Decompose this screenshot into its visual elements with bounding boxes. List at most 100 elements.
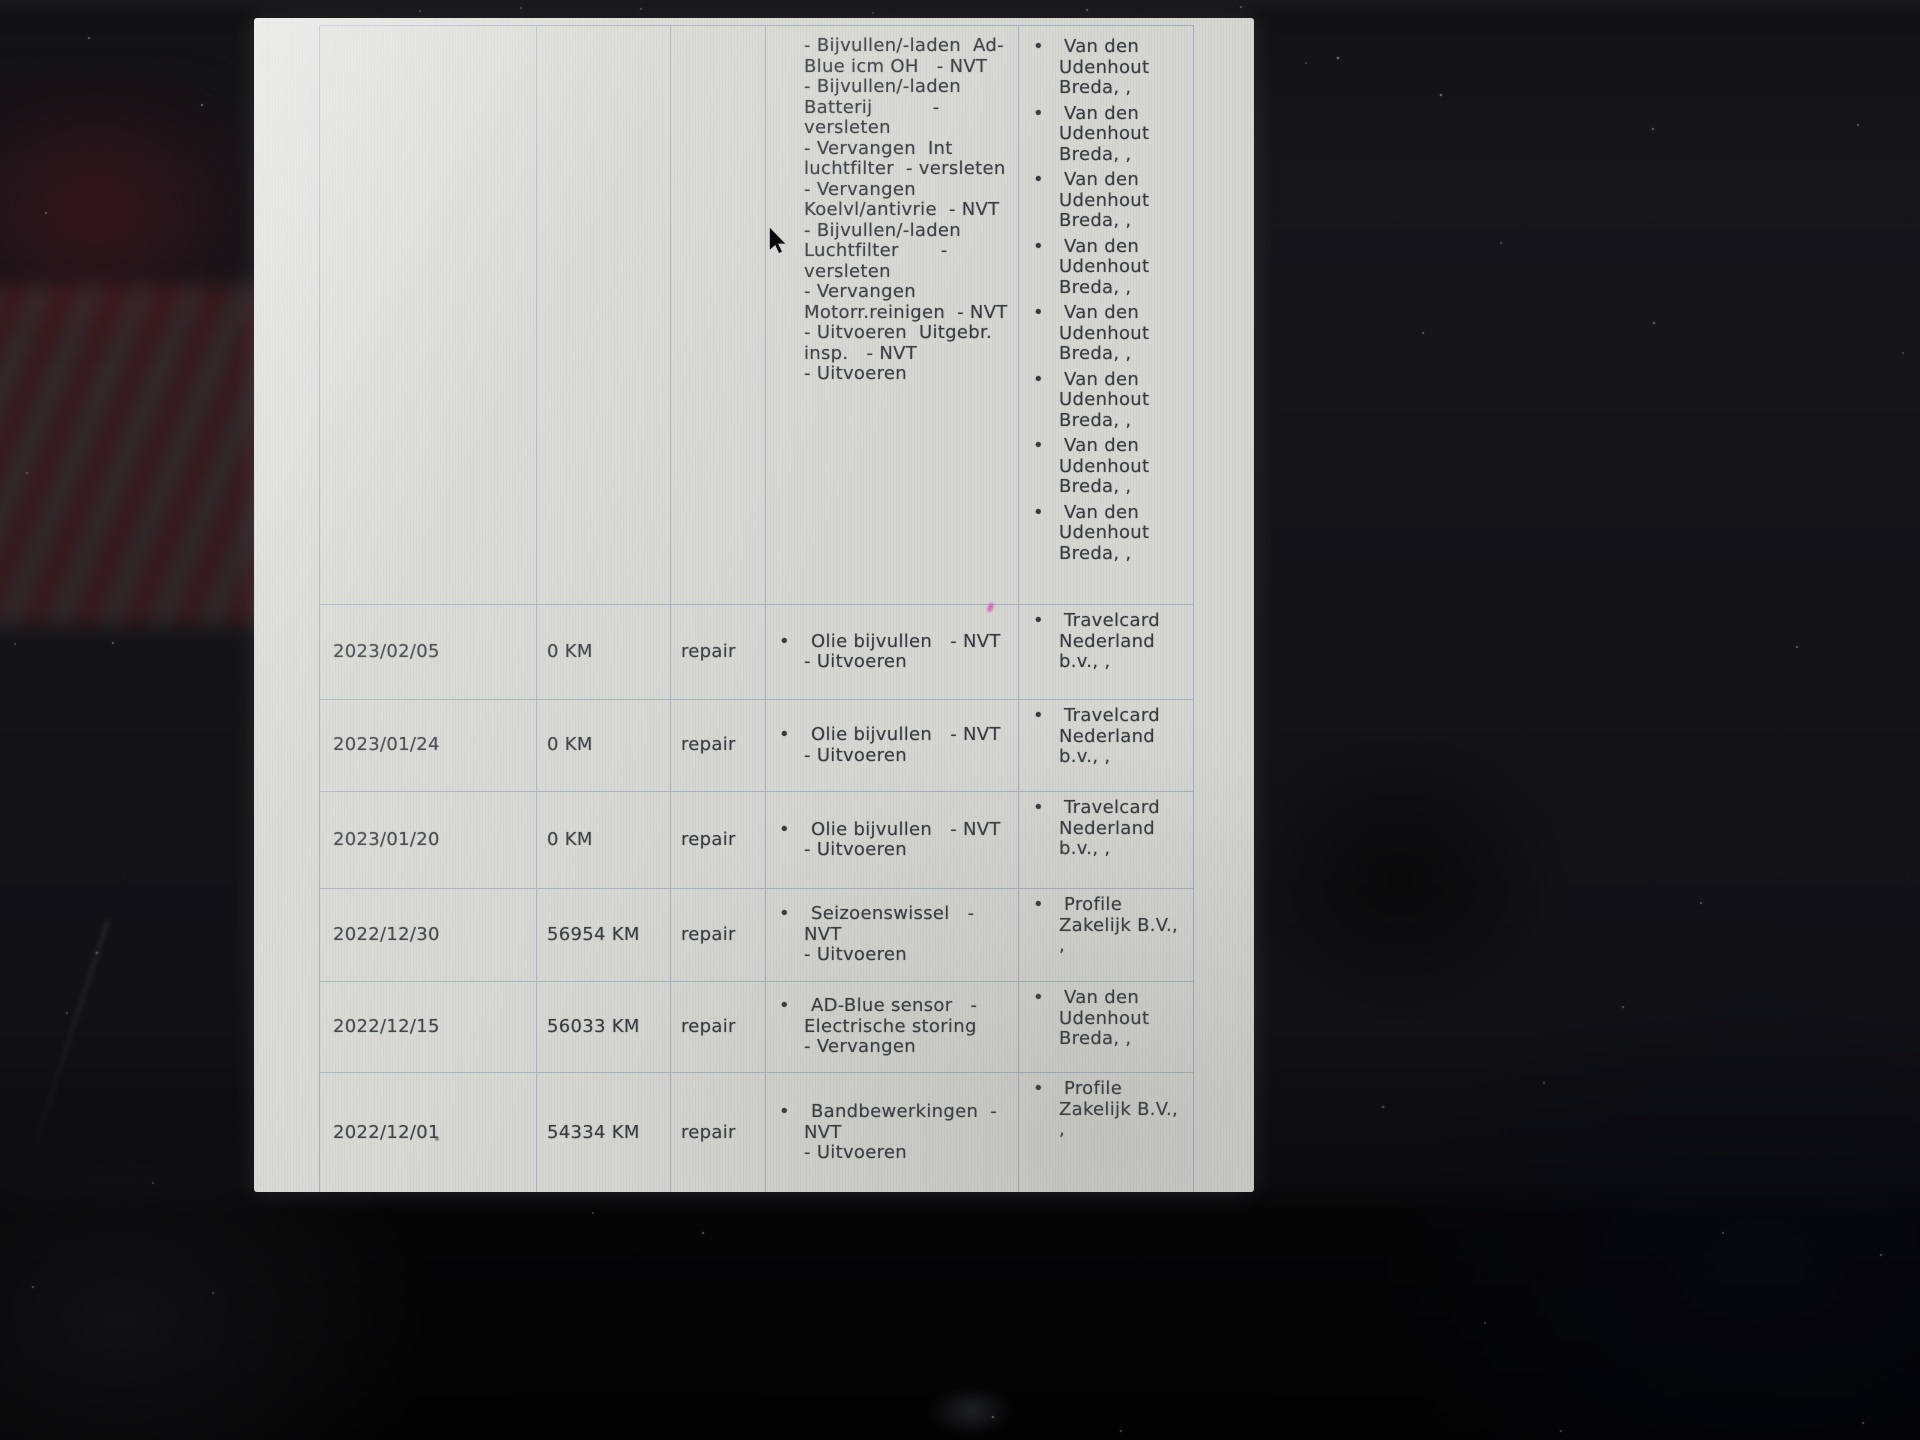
table-row: 2022/12/15 56033 KM repair • AD-Blue sensor … <box>320 982 1193 1073</box>
table-row: 2022/12/01 54334 KM repair • Bandbewerkingen… <box>320 1073 1193 1192</box>
date-cell: 2022/12/01 <box>320 1073 537 1192</box>
performed-by-cell: • Van den Udenhout Breda, , • Van den Udenhout… <box>1019 26 1193 604</box>
location-line: Udenhout <box>1059 189 1150 211</box>
description-line: - Bijvullen/-laden <box>804 76 1014 98</box>
description-line: NVT <box>804 924 1014 946</box>
mouse-cursor-icon <box>768 226 788 259</box>
description-text: Olie bijvullen - NVT <box>811 630 1001 652</box>
location-item: • Travelcard Nederland b.v., , <box>1033 705 1193 768</box>
date-cell: 2022/12/30 <box>320 889 537 981</box>
location-line: b.v., , <box>1059 746 1111 767</box>
location-line: Breda, , <box>1059 77 1132 98</box>
location-line: Breda, , <box>1059 210 1132 231</box>
description-line: Motorr.reinigen - NVT <box>804 301 1014 324</box>
description-line: Koelvl/antivrie - NVT <box>804 199 1014 221</box>
location-line: Nederland <box>1059 817 1156 839</box>
location-line: Zakelijk B.V., <box>1059 1098 1179 1120</box>
location-item: • Profile Zakelijk B.V.,, <box>1033 1078 1193 1141</box>
description-text: Blue icm OH - NVT <box>804 55 988 77</box>
performed-by-cell: • Profile Zakelijk B.V.,, <box>1019 1073 1193 1192</box>
description-line: - Vervangen <box>804 179 1014 201</box>
type-cell: repair <box>671 982 766 1072</box>
location-line: Breda, , <box>1059 1028 1132 1049</box>
description-cell: • Olie bijvullen - NVT - Uitvoeren <box>766 792 1019 888</box>
list-bullet-icon: • <box>779 995 790 1017</box>
mileage-cell: 54334 KM <box>537 1073 671 1192</box>
location-line: Breda, , <box>1059 276 1132 298</box>
description-line: - Vervangen Int <box>804 138 1014 160</box>
list-bullet-icon: • <box>779 724 790 745</box>
location-line: Van den <box>1064 987 1140 1008</box>
dust-specks <box>0 0 2 2</box>
date-cell: 2023/01/20 <box>320 792 537 888</box>
reflection-smudge <box>928 1386 1014 1436</box>
list-bullet-icon: • <box>1033 1078 1044 1099</box>
description-text: - Uitvoeren <box>804 363 907 384</box>
mileage-cell: 56954 KM <box>537 889 671 981</box>
description-line: • Seizoenswissel - <box>779 903 1014 925</box>
description-text: Olie bijvullen - NVT <box>811 724 1001 745</box>
description-text: Olie bijvullen - NVT <box>811 818 1001 840</box>
description-line: Luchtfilter - <box>804 240 1014 262</box>
date-cell: 2022/12/15 <box>320 982 537 1072</box>
mileage-cell: 0 KM <box>537 700 671 791</box>
description-line: - Uitvoeren <box>804 945 1014 966</box>
location-line: Van den <box>1064 169 1140 190</box>
table-row: 2022/12/30 56954 KM repair • Seizoenswissel … <box>320 889 1193 982</box>
list-bullet-icon: • <box>1033 435 1044 456</box>
location-line: Udenhout <box>1059 56 1150 78</box>
type-cell: repair <box>671 792 766 888</box>
location-item: • Van den Udenhout Breda, , <box>1033 36 1193 99</box>
date-cell <box>320 26 537 604</box>
description-cell: • AD-Blue sensor - Electrische storing - Ve… <box>766 982 1019 1072</box>
list-bullet-icon: • <box>1033 102 1044 124</box>
description-text: versleten <box>804 117 891 138</box>
report-page: - Bijvullen/-laden Ad- Blue icm OH - NVT -… <box>254 18 1254 1192</box>
description-text: versleten <box>804 260 891 282</box>
flag-reflection-stripes <box>0 285 284 625</box>
location-line: Breda, , <box>1059 143 1132 165</box>
description-line: - Uitvoeren <box>804 745 1014 767</box>
location-line: Profile <box>1064 894 1123 915</box>
description-text: - Bijvullen/-laden <box>804 219 962 241</box>
description-line: - Vervangen <box>804 1037 1014 1058</box>
mileage-cell: 0 KM <box>537 792 671 888</box>
location-line: Udenhout <box>1059 322 1150 344</box>
description-line: - Uitvoeren <box>804 363 1014 385</box>
location-item: • Van den Udenhout Breda, , <box>1033 169 1193 232</box>
description-line: • AD-Blue sensor - <box>779 995 1014 1017</box>
type-cell: repair <box>671 700 766 791</box>
location-line: Van den <box>1064 36 1140 57</box>
description-line: - Vervangen <box>804 281 1014 303</box>
location-item: • Van den Udenhout Breda, , <box>1033 236 1193 299</box>
mileage-cell: 56033 KM <box>537 982 671 1072</box>
description-cell: - Bijvullen/-laden Ad- Blue icm OH - NVT -… <box>766 26 1019 604</box>
location-line: Van den <box>1064 501 1140 523</box>
description-line: NVT <box>804 1122 1014 1144</box>
location-item: • Van den Udenhout Breda, , <box>1033 369 1193 432</box>
description-text: insp. - NVT <box>804 342 917 364</box>
location-line: Profile <box>1064 1078 1123 1099</box>
type-cell: repair <box>671 1073 766 1192</box>
description-text: - Uitvoeren <box>804 944 907 966</box>
type-cell <box>671 26 766 604</box>
description-text: Seizoenswissel - <box>811 903 975 925</box>
location-line: Travelcard <box>1064 797 1160 818</box>
location-line: Van den <box>1064 435 1140 456</box>
list-bullet-icon: • <box>1033 987 1044 1008</box>
location-line: Udenhout <box>1059 389 1150 410</box>
location-line: Nederland <box>1059 725 1156 747</box>
description-cell: • Olie bijvullen - NVT - Uitvoeren <box>766 700 1019 791</box>
description-text: AD-Blue sensor - <box>811 995 978 1017</box>
description-line: - Bijvullen/-laden <box>804 219 1014 242</box>
mileage-cell <box>537 26 671 604</box>
description-text: Bandbewerkingen - <box>811 1101 997 1123</box>
maintenance-history-table: - Bijvullen/-laden Ad- Blue icm OH - NVT -… <box>319 25 1194 1192</box>
location-line: Travelcard <box>1064 705 1160 726</box>
description-text: Motorr.reinigen - NVT <box>804 301 1008 323</box>
performed-by-cell: • Profile Zakelijk B.V.,, <box>1019 889 1193 981</box>
performed-by-cell: • Travelcard Nederland b.v., , <box>1019 792 1193 888</box>
description-text: - Bijvullen/-laden Ad- <box>804 35 1004 56</box>
location-line: Udenhout <box>1059 455 1150 477</box>
description-text: - Uitvoeren Uitgebr. <box>804 322 993 343</box>
